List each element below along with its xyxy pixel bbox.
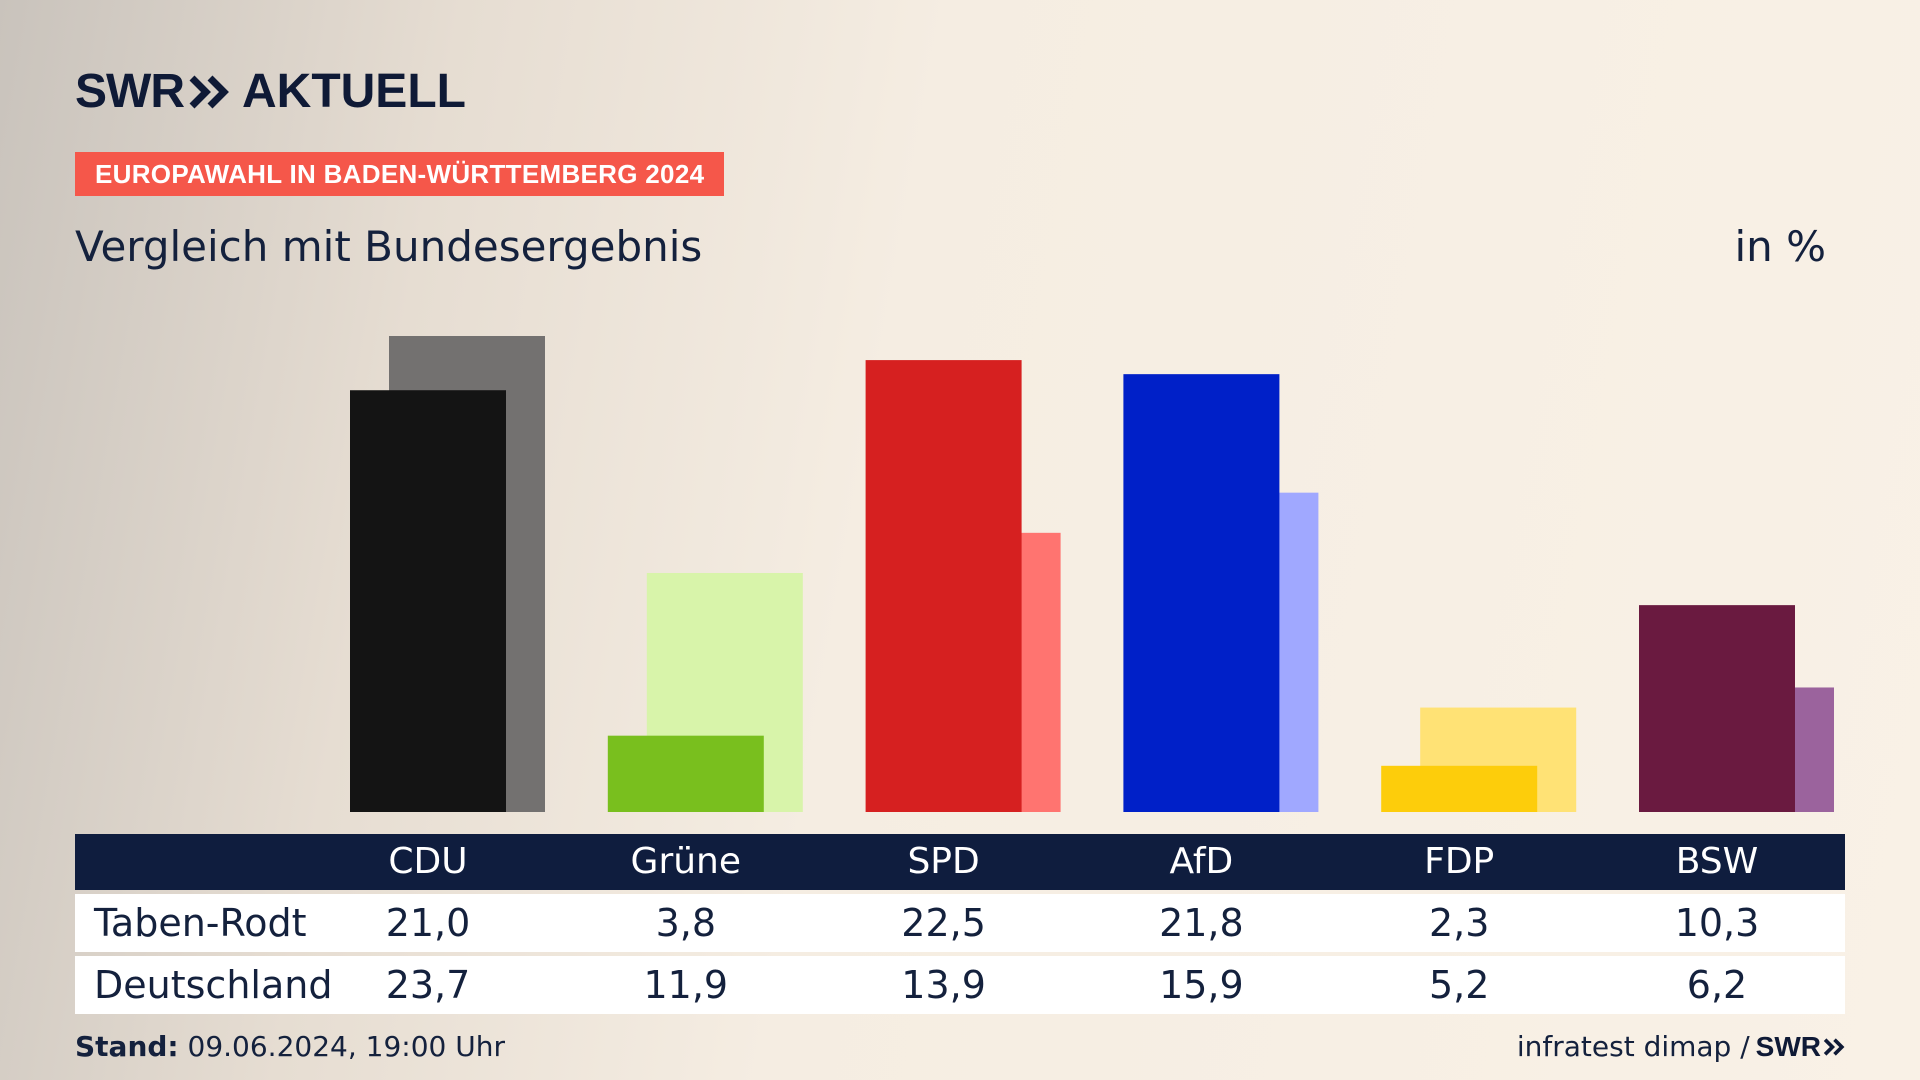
- table-cell: 2,3: [1428, 901, 1490, 945]
- table-header: CDU Grüne SPD AfD FDP BSW: [75, 834, 1845, 890]
- double-chevron-icon: [189, 75, 229, 109]
- column-header: BSW: [1675, 841, 1759, 882]
- table-cell: 6,2: [1686, 963, 1748, 1007]
- table-cell: 21,8: [1159, 901, 1244, 945]
- column-header: AfD: [1169, 841, 1234, 882]
- results-table: CDU Grüne SPD AfD FDP BSW Taben-Rodt 21,0 3,8 2…: [75, 834, 1845, 1014]
- table-row: Taben-Rodt 21,0 3,8 22,5 21,8 2,3 10,3: [75, 894, 1845, 952]
- bar-taben-rodt-4: [1381, 765, 1538, 812]
- bar-taben-rodt-3: [1123, 374, 1280, 812]
- source-credit: infratest dimap / SWR: [1517, 1030, 1845, 1063]
- table-cell: 5,2: [1428, 963, 1490, 1007]
- column-header: SPD: [907, 841, 980, 882]
- bar-taben-rodt-2: [865, 360, 1022, 812]
- table-cell: 11,9: [643, 963, 729, 1007]
- bar-taben-rodt-5: [1639, 605, 1795, 812]
- logo-swr-text: SWR: [75, 65, 185, 118]
- source-text: infratest dimap /: [1516, 1030, 1750, 1063]
- stand-value: 09.06.2024, 19:00 Uhr: [178, 1030, 505, 1063]
- stand-label: Stand:: [75, 1030, 179, 1063]
- row-label: Deutschland: [94, 963, 333, 1007]
- election-tag: EUROPAWAHL IN BADEN-WÜRTTEMBERG 2024: [75, 152, 725, 196]
- table-cell: 3,8: [655, 901, 717, 945]
- small-chevron-icon: [1823, 1037, 1845, 1056]
- table-cell: 15,9: [1159, 963, 1244, 1007]
- table-cell: 23,7: [385, 963, 471, 1007]
- table-cell: 22,5: [901, 901, 986, 945]
- column-header: CDU: [388, 841, 468, 882]
- timestamp: Stand: 09.06.2024, 19:00 Uhr: [75, 1030, 505, 1063]
- bar-taben-rodt-1: [607, 735, 764, 812]
- column-header: Grüne: [630, 841, 742, 882]
- bar-chart: [350, 336, 1834, 812]
- chart-subtitle: Vergleich mit Bundesergebnis: [75, 222, 703, 271]
- table-cell: 10,3: [1674, 901, 1760, 945]
- unit-label: in %: [1734, 222, 1826, 271]
- logo-aktuell-text: AKTUELL: [241, 65, 466, 118]
- swr-small-logo: SWR: [1755, 1030, 1821, 1062]
- bar-taben-rodt-0: [350, 390, 506, 812]
- swr-aktuell-logo: SWR AKTUELL: [75, 68, 466, 116]
- column-header: FDP: [1424, 841, 1495, 882]
- row-label: Taben-Rodt: [94, 901, 307, 945]
- table-row: Deutschland 23,7 11,9 13,9 15,9 5,2 6,2: [75, 956, 1845, 1014]
- table-cell: 21,0: [385, 901, 471, 945]
- table-cell: 13,9: [901, 963, 986, 1007]
